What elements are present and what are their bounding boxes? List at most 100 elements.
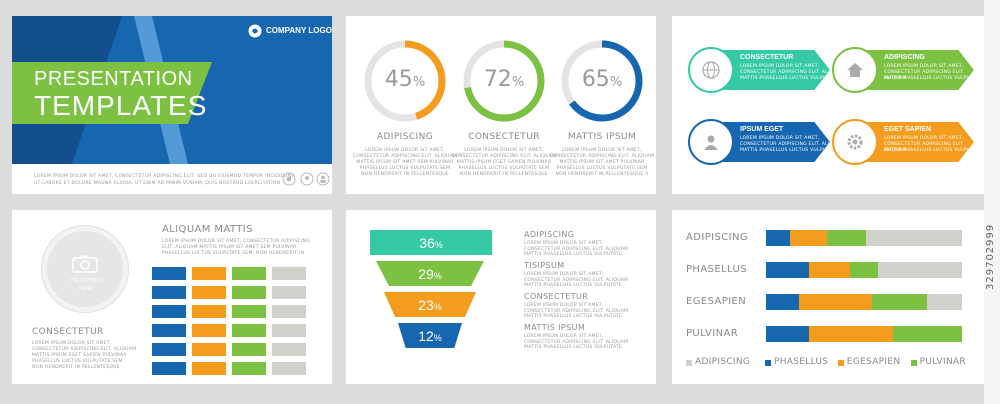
donut-text-line: PHASELLUS LUCTUS VULPUTATE SEM [458,166,550,171]
donut-text-line: PHASELLUS LUCTUS VULPUTATE SEM [359,166,451,171]
legend-label: PULVINAR [919,357,966,367]
user-icon [704,135,718,150]
funnel-text-line: MATTIS PHASELLUS LUCTUS VULPUTATE [524,314,623,319]
arrow-title: ADIPISCING [884,54,925,61]
funnel-label: TISIPSUM [524,261,565,270]
company-logo-icon [248,24,262,38]
donut-text-line: LOREM IPSUM DOLOR SIT AMET, [365,148,445,153]
hand-icon[interactable] [282,172,296,186]
grid-cell [192,324,226,337]
donut-text-line: CONSECTETUR ADIPISCING ELIT. ALIQUAM [549,154,655,159]
funnel-text-line: LOREM IPSUM DOLOR SIT AMET, [524,303,604,308]
funnel-segment[interactable] [384,292,476,317]
funnel-slide[interactable]: 36% ADIPISCING LOREM IPSUM DOLOR SIT AMET,… [346,210,656,384]
funnel-text-line: LOREM IPSUM DOLOR SIT AMET, [524,241,604,246]
funnel-percent: % [433,302,442,312]
donut-arc [463,40,545,122]
grid-cell [152,305,186,318]
donut-text-line: MATTIS IPSUM SIT AMET SEM PULVINAR [356,160,454,165]
arrow-text-line: LOREM IPSUM DOLOR SIT AMET, [740,136,820,141]
person-icon[interactable] [316,172,330,186]
cover-slide[interactable]: COMPANY LOGO PRESENTATION TEMPLATES LORE… [12,16,332,194]
photo-placeholder[interactable] [42,226,128,312]
funnel-segment[interactable] [376,261,484,286]
bar-segment [871,294,927,310]
bar-segment [850,262,878,278]
globe-icon [702,61,720,79]
funnel-text-line: MATTIS PHASELLUS LUCTUS VULPUTATE [524,283,623,288]
donut-chart [561,40,643,122]
bar-segment [865,230,962,246]
donut-text-line: LOREM IPSUM DOLOR SIT AMET, [464,148,544,153]
arrow-icon-circle [832,119,878,165]
funnel-number: 36 [419,235,435,251]
donut-text-line: NON HENDRERIT IN PELLENTESQUE A [555,172,649,177]
grid-cell [192,286,226,299]
arrow-slide[interactable]: CONSECTETUR LOREM IPSUM DOLOR SIT AMET, CO… [672,16,988,194]
arrow-icon-circle [688,47,734,93]
funnel-segment[interactable] [398,323,462,348]
donut-value: 72% [461,67,547,92]
donut-arc [561,40,643,122]
bar-segment [893,326,962,342]
funnel-number: 29 [418,266,434,282]
arrow-text-line: MATTIS PHASELLUS LUCTUS VULPUTATE [740,148,839,153]
bar-segment [826,230,866,246]
stock-id-strip: 329702999 [984,0,1000,404]
caption-text-line: PHASELLUS LUCTUS VULPUTATE SEM [32,359,123,364]
donut-text-line: PHASELLUS LUCTUS VULPUTATE SEM [556,166,648,171]
donut-number: 45 [384,67,413,92]
arrow-text-line: LOREM IPSUM DOLOR SIT AMET, [884,136,964,141]
funnel-value: 23% [384,297,476,313]
arrow-icon-circle [832,47,878,93]
funnel-label: CONSECTETUR [524,292,589,301]
stacked-bar-slide[interactable]: ADIPISCING PHASELLUS EGESAPIEN PULVINAR ADIP… [672,210,988,384]
bar-label: PHASELLUS [686,264,747,275]
cover-body-line1: LOREM IPSUM DOLOR SIT AMET, CONSECTETUR … [34,174,295,179]
grid-cell [272,324,306,337]
bar-segment [877,262,962,278]
funnel-number: 12 [418,328,434,344]
funnel-segment[interactable] [370,230,492,255]
bar-segment [926,294,962,310]
arrow-text-line: MATTIS PHASELLUS LUCTUS VULPUTATE [740,76,839,81]
donut-number: 72 [483,67,512,92]
funnel-label: ADIPISCING [524,230,575,239]
photo-text-line1: YOUR PHOTO [70,278,104,284]
funnel-text-line: CONSECTETUR ADIPISCING ELIT. ALIQUAM [524,339,629,345]
bar-label: EGESAPIEN [686,296,747,307]
funnel-text-line: LOREM IPSUM DOLOR SIT AMET, [524,334,604,339]
grid-cell [192,362,226,375]
grid-cell [152,343,186,356]
arrow-text-line: MATTIS PHASELLUS LUCTUS VULPUTATE [884,76,983,81]
grid-cell [232,343,266,356]
bar-segment [809,326,894,342]
donut-arc [364,40,446,122]
legend-swatch [837,360,844,366]
donut-slide[interactable]: 45% ADIPISCING LOREM IPSUM DOLOR SIT AMET,… [346,16,656,194]
grid-cell [152,286,186,299]
donut-text-line: NON HENDRERIT IN PELLENTESQUE [361,172,449,177]
gear-icon [847,134,863,150]
grid-cell [232,305,266,318]
bar-segment [766,230,790,246]
photo-slide-title: ALIQUAM MATTIS [162,224,253,235]
funnel-text-line: CONSECTETUR ADIPISCING ELIT. ALIQUAM [524,277,629,283]
arrow-text-line: CONSECTETUR ADIPISCING ELIT. ALIQUAM [884,70,965,81]
grid-cell [152,324,186,337]
funnel-text-line: MATTIS PHASELLUS LUCTUS VULPUTATE [524,252,623,257]
legend-swatch [910,360,917,366]
arrow-text-line: CONSECTETUR ADIPISCING ELIT. ALIQUAM [884,142,965,153]
bar-segment [766,326,810,342]
legend-swatch [686,360,692,366]
bar-segment [789,230,827,246]
donut-value: 45% [362,67,448,92]
cover-title-line1: PRESENTATION [34,68,193,90]
grid-cell [272,286,306,299]
caption-text-line: CONSECTETUR ADIPISCING ELIT. ALIQUAM [32,347,137,352]
bar-label: ADIPISCING [686,232,748,243]
donut-number: 65 [581,67,610,92]
arrow-title: EGET SAPIEN [884,126,932,133]
photo-slide[interactable]: YOUR PHOTO HERE ALIQUAM MATTIS LOREM IPS… [12,210,332,384]
location-icon[interactable] [300,172,314,186]
